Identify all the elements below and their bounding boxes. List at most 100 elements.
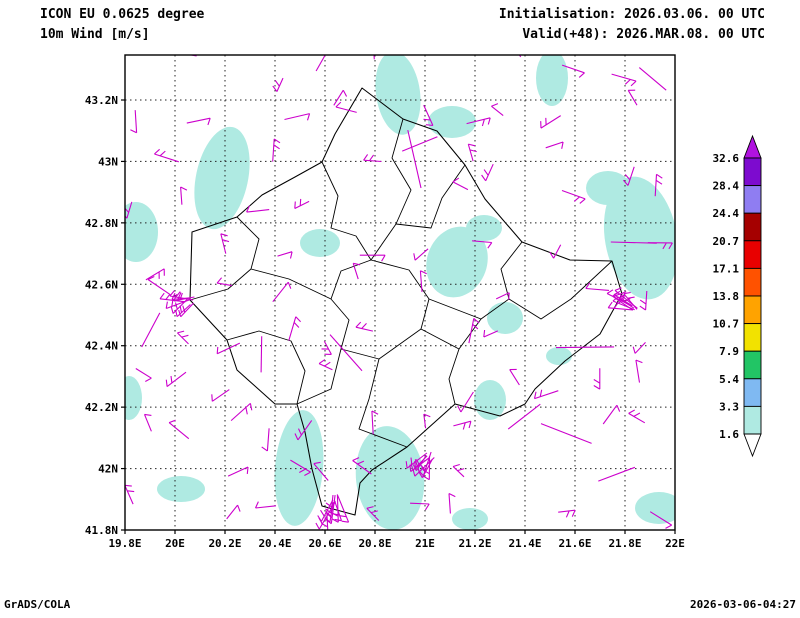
colorbar-label: 28.4 [713,180,740,193]
wind-barb [226,504,241,520]
wind-barb [147,276,170,295]
wind-barb [509,368,520,386]
wind-barb [418,451,432,477]
wind-barb [627,89,638,106]
wind-barb [359,254,386,262]
wind-barb [606,289,630,306]
colorbar-label: 17.1 [713,262,740,275]
wind-barb [246,205,270,213]
wind-barb [452,463,465,478]
district-boundary [226,330,306,405]
wind-barb [448,493,456,514]
y-tick-label: 42N [98,463,118,476]
colorbar-label: 1.6 [719,428,739,441]
wind-barb [452,177,469,191]
shade-blob [586,171,630,205]
wind-barb [294,198,310,209]
wind-barb [647,242,673,250]
wind-barb [561,189,586,204]
shade-blob [125,376,142,420]
wind-barb [254,501,276,509]
y-axis-labels: 41.8N 42N 42.2N 42.4N 42.6N 42.8N 43N 43.2N [85,94,125,537]
shade-blob [603,176,675,300]
x-tick-label: 21.4E [508,537,541,550]
wind-barb [261,428,270,452]
colorbar-label: 3.3 [719,400,739,413]
x-tick-label: 20.2E [208,537,241,550]
wind-barb [294,420,313,441]
colorbar-segment [743,240,762,269]
wind-barb [216,277,232,287]
colorbar-label: 20.7 [713,235,740,248]
wind-barb [216,342,241,355]
wind-barb [410,455,428,471]
shade-blob [194,126,250,230]
wind-barb [371,410,379,435]
colorbar-label: 7.9 [719,345,739,358]
shade-blob [157,476,205,502]
wind-barb [318,359,333,371]
y-tick-label: 42.2N [85,401,118,414]
x-tick-label: 22E [665,537,685,550]
wind-barb [272,138,281,162]
wind-barb [457,391,474,413]
x-tick-label: 21.6E [558,537,591,550]
y-tick-label: 43.2N [85,94,118,107]
wind-barb [315,55,326,72]
wind-barb [472,240,493,249]
shade-blob [125,202,158,262]
wind-barb [284,113,311,121]
colorbar-segment [743,323,762,352]
district-boundary [250,268,332,300]
wind-barb [173,292,195,302]
x-tick-label: 20.8E [358,537,391,550]
wind-barb [335,101,357,113]
wind-barb [635,359,643,383]
wind-barb [321,341,332,355]
model-title: ICON EU 0.0625 degree [40,7,205,22]
wind-barb [649,511,672,529]
wind-barb [423,455,431,481]
wind-barb [331,494,339,523]
wind-barb [154,148,179,163]
wind-barb [272,77,284,92]
colorbar-segment [743,350,762,380]
wind-barb [623,291,638,310]
wind-barb [366,506,380,521]
wind-barb [220,233,230,254]
wind-barb [186,117,211,126]
latlon-grid-layer [125,55,675,530]
colorbar-legend: 32.6 28.4 24.4 20.7 17.1 13.8 10.7 7.9 5.4 3.3 1.6 [713,134,762,458]
x-tick-label: 21E [415,537,435,550]
wind-barb [491,103,504,117]
wind-barb [337,495,350,523]
wind-barb [468,317,480,344]
shade-blob [635,492,675,524]
x-tick-label: 20E [165,537,185,550]
y-tick-label: 42.8N [85,217,118,230]
x-tick-label: 21.2E [458,537,491,550]
wind-barb [585,282,610,291]
wind-barb [423,413,431,429]
district-boundary [321,161,372,261]
district-boundary [448,348,460,405]
colorbar-segment [743,295,762,325]
wind-barb [622,166,635,186]
wind-barb [466,117,491,127]
wind-barb [125,201,133,219]
shade-blob [355,426,425,530]
wind-barb [352,262,361,280]
district-boundary [395,164,466,229]
wind-barb [607,301,634,311]
wind-barb [533,389,559,400]
colorbar-segment [743,378,762,407]
init-time-label: Initialisation: 2026.03.06. 00 UTC [499,7,765,22]
wind-barb [483,329,499,338]
credit-label: GrADS/COLA [4,598,71,611]
wind-barb [518,55,522,58]
wind-barb [159,292,186,303]
x-tick-label: 19.8E [108,537,141,550]
colorbar-segment [743,405,762,435]
wind-barb [230,402,253,422]
